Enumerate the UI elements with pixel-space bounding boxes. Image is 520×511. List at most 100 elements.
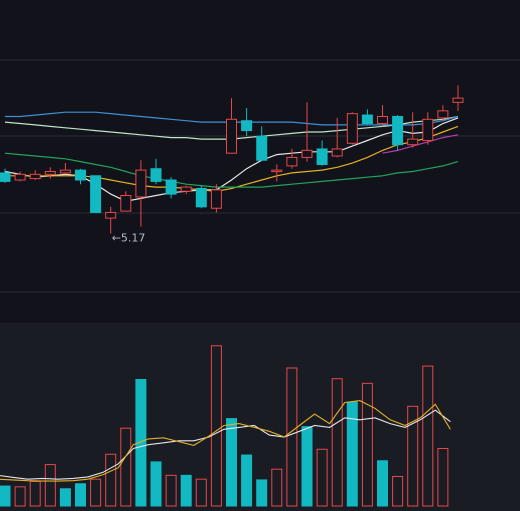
candle-body (150, 168, 162, 182)
candlestick (90, 175, 102, 213)
candlestick (165, 177, 177, 199)
candlestick (195, 185, 207, 209)
candle-body (59, 169, 71, 174)
candle-body (120, 195, 132, 212)
candlestick (452, 85, 464, 111)
volume-bar (180, 474, 192, 507)
candle-body (210, 189, 222, 209)
candle-body (286, 156, 298, 167)
candlestick (135, 160, 147, 227)
volume-bar (0, 485, 11, 507)
volume-bar (29, 480, 41, 507)
candle-body (331, 148, 343, 157)
volume-bar (271, 468, 283, 507)
volume-bar (120, 427, 132, 507)
volume-bar (59, 488, 71, 507)
candle-body (392, 115, 404, 146)
candlestick (256, 126, 268, 161)
candlestick (14, 171, 26, 182)
volume-bar (407, 405, 419, 507)
candle-body (377, 115, 388, 125)
candlestick (29, 170, 41, 180)
candle-body (180, 186, 192, 192)
moving-average-line (382, 134, 459, 154)
candle-body (301, 149, 313, 158)
candle-body (407, 138, 419, 146)
candlestick (226, 98, 237, 154)
volume-bar (165, 474, 177, 507)
volume-bar (135, 379, 147, 507)
volume-bar (331, 378, 343, 507)
volume-panel (0, 345, 451, 507)
volume-bar (361, 382, 373, 507)
candlestick (437, 105, 449, 121)
volume-bar (226, 418, 237, 507)
candlestick (392, 115, 404, 151)
volume-bar (301, 426, 313, 507)
candlestick (361, 109, 373, 125)
volume-bar (346, 401, 358, 507)
candle-body (75, 169, 86, 181)
candlestick (210, 184, 222, 213)
candle-body (44, 171, 56, 175)
candle-body (271, 169, 283, 173)
candlestick (331, 117, 343, 158)
volume-bar (150, 461, 162, 507)
candlestick (120, 191, 132, 212)
volume-bar (286, 367, 298, 507)
volume-bar (422, 365, 434, 507)
candlestick (44, 167, 56, 179)
low-price-annotation: ←5.17 (112, 232, 146, 245)
candle-body (422, 118, 434, 141)
moving-average-line (4, 152, 459, 188)
volume-bar (256, 479, 268, 507)
candlestick (59, 163, 71, 175)
candlestick (75, 168, 86, 185)
candle-body (437, 110, 449, 119)
candlestick (301, 102, 313, 162)
candlestick (422, 112, 434, 145)
candlestick (105, 206, 117, 234)
candle-body (135, 169, 147, 198)
volume-average-line (0, 409, 451, 480)
price-panel (0, 85, 464, 234)
candle-body (0, 172, 11, 182)
candlestick (150, 158, 162, 185)
candle-body (256, 135, 268, 161)
candlestick (180, 185, 192, 195)
volume-bar (90, 478, 102, 507)
candle-body (165, 179, 177, 195)
candle-body (195, 187, 207, 208)
candlestick (377, 105, 388, 127)
candle-body (361, 114, 373, 125)
candle-body (452, 97, 464, 103)
candle-body (105, 211, 117, 219)
candle-body (90, 175, 102, 213)
candle-body (241, 120, 253, 132)
volume-bar (195, 478, 207, 507)
candle-body (29, 173, 41, 180)
candlestick (407, 112, 419, 148)
volume-bar (105, 453, 117, 507)
volume-bar (377, 460, 388, 507)
candle-body (316, 148, 328, 165)
candlestick (286, 148, 298, 169)
volume-bar (210, 345, 222, 507)
candlestick (316, 140, 328, 166)
candle-body (14, 173, 26, 181)
volume-bar (75, 483, 86, 507)
candlestick (271, 164, 283, 182)
volume-bar (241, 454, 253, 507)
candlestick (0, 168, 11, 183)
volume-average-line (0, 400, 451, 482)
candlestick (346, 112, 358, 145)
volume-bar (14, 486, 26, 507)
volume-bar (316, 448, 328, 507)
volume-bar (437, 448, 449, 507)
candlestick (241, 108, 253, 137)
volume-bar (44, 464, 56, 507)
volume-bar (392, 475, 404, 507)
candle-body (226, 118, 237, 154)
candle-body (346, 113, 358, 144)
